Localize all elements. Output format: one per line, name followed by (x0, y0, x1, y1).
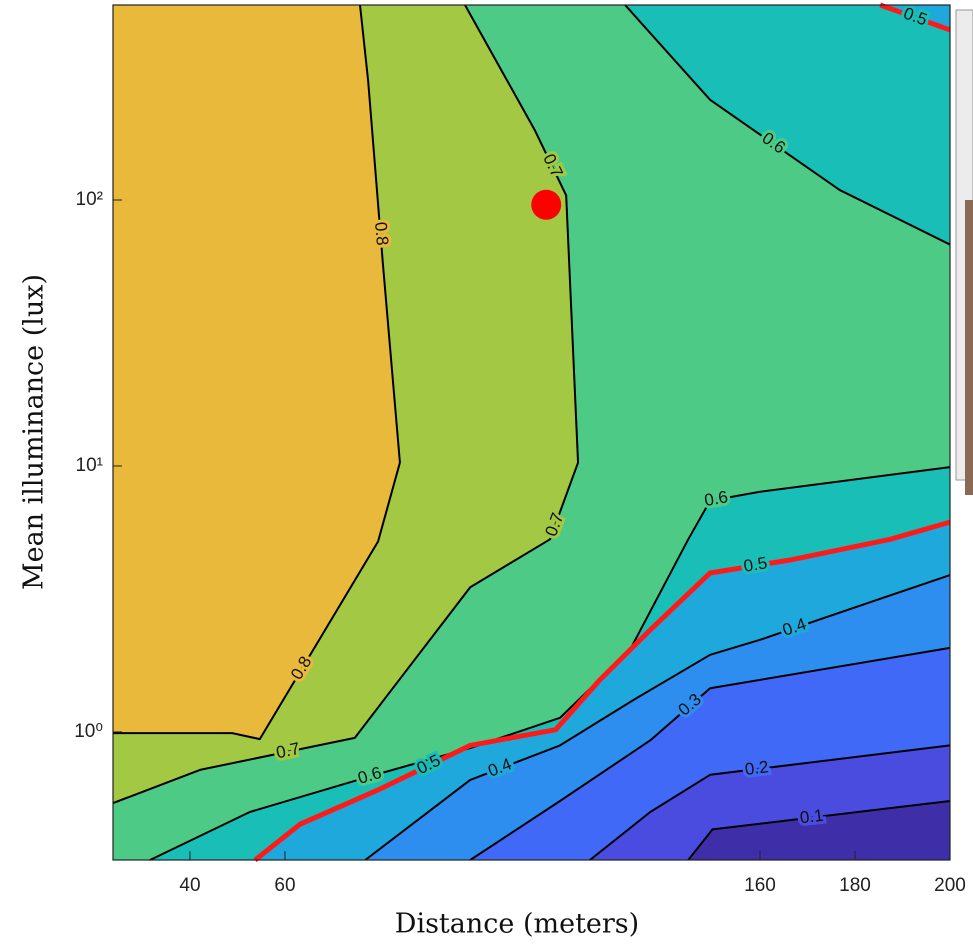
y-tick-label: 10² (76, 189, 103, 210)
y-axis-label: Mean illuminance (lux) (19, 274, 50, 590)
contour-line (624, 4, 951, 246)
contour-line (113, 4, 401, 741)
contour-label: 0.1 (799, 806, 825, 828)
inset-photo (965, 200, 973, 495)
band-fill (113, 5, 400, 740)
contour-line (879, 2, 951, 33)
contour-label: 0.2 (744, 757, 770, 779)
contour-line (687, 800, 951, 861)
plot-area: 0.80.80.70.70.70.60.60.60.50.50.50.40.40… (112, 1, 951, 862)
plot-frame (112, 4, 951, 861)
band-fill (625, 5, 950, 245)
x-tick-label: 160 (744, 875, 776, 896)
x-tick-label: 200 (934, 875, 966, 896)
contour-line (253, 519, 951, 862)
y-tick-label: 10⁰ (74, 721, 103, 742)
y-tick-label: 10¹ (76, 455, 103, 476)
x-tick-label: 180 (839, 875, 871, 896)
contour-line (589, 744, 951, 861)
contour-line (112, 4, 580, 805)
x-tick-label: 60 (274, 875, 295, 896)
contour-line (364, 574, 951, 861)
marker-point (531, 189, 562, 220)
x-tick-label: 40 (179, 875, 200, 896)
contour-label: 0.5 (742, 553, 768, 576)
x-axis-label: Distance (meters) (395, 909, 639, 940)
contour-line (469, 646, 951, 861)
contour-label: 0.8 (371, 221, 392, 246)
band-fill (688, 800, 950, 860)
